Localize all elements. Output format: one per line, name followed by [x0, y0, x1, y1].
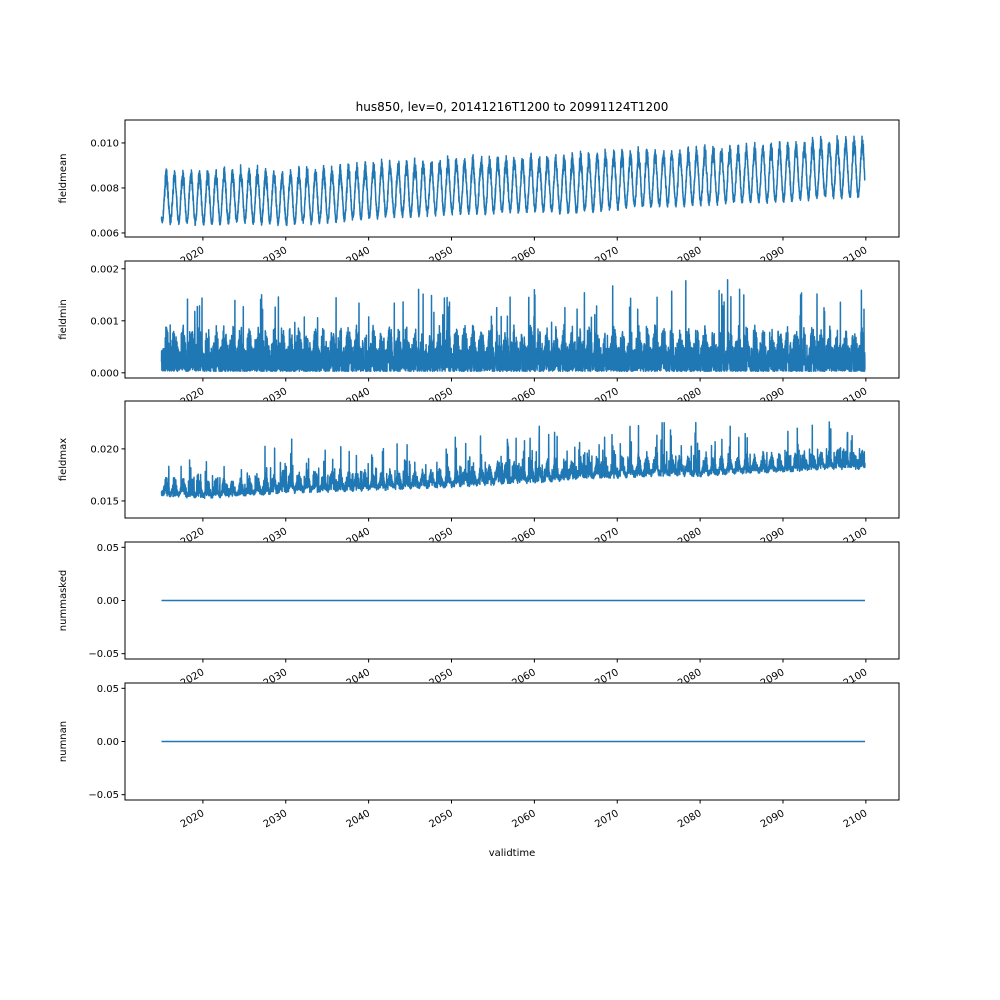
y-tick-label: 0.006 — [90, 228, 119, 239]
series-line-fieldmean — [160, 135, 866, 227]
y-axis-label: fieldmin — [58, 299, 69, 339]
axes-frame — [124, 119, 900, 238]
axes-frame — [124, 260, 900, 379]
y-tick-label: 0.008 — [90, 183, 119, 194]
chart-title: hus850, lev=0, 20141216T1200 to 20991124… — [356, 100, 669, 114]
y-tick-label: 0.010 — [90, 138, 119, 149]
y-tick-label: 0.00 — [97, 596, 119, 607]
x-axis-label: validtime — [489, 848, 536, 859]
y-axis-label: nummasked — [58, 570, 69, 631]
y-tick-label: 0.020 — [90, 444, 119, 455]
axes-frame — [124, 400, 900, 519]
y-tick-label: 0.001 — [90, 316, 119, 327]
y-tick-label: −0.05 — [88, 649, 119, 660]
plot-area — [125, 401, 899, 518]
series-line-fieldmax — [160, 421, 866, 499]
y-axis-label: fieldmax — [58, 438, 69, 481]
series-line-fieldmin — [160, 279, 866, 372]
y-tick-label: 0.00 — [97, 737, 119, 748]
y-tick-label: −0.05 — [88, 790, 119, 801]
y-axis-label: fieldmean — [58, 154, 69, 204]
y-tick-label: 0.000 — [90, 368, 119, 379]
y-tick-label: 0.05 — [97, 684, 119, 695]
y-tick-label: 0.05 — [97, 543, 119, 554]
y-tick-label: 0.015 — [90, 496, 119, 507]
y-tick-label: 0.002 — [90, 264, 119, 275]
y-axis-label: numnan — [58, 721, 69, 762]
